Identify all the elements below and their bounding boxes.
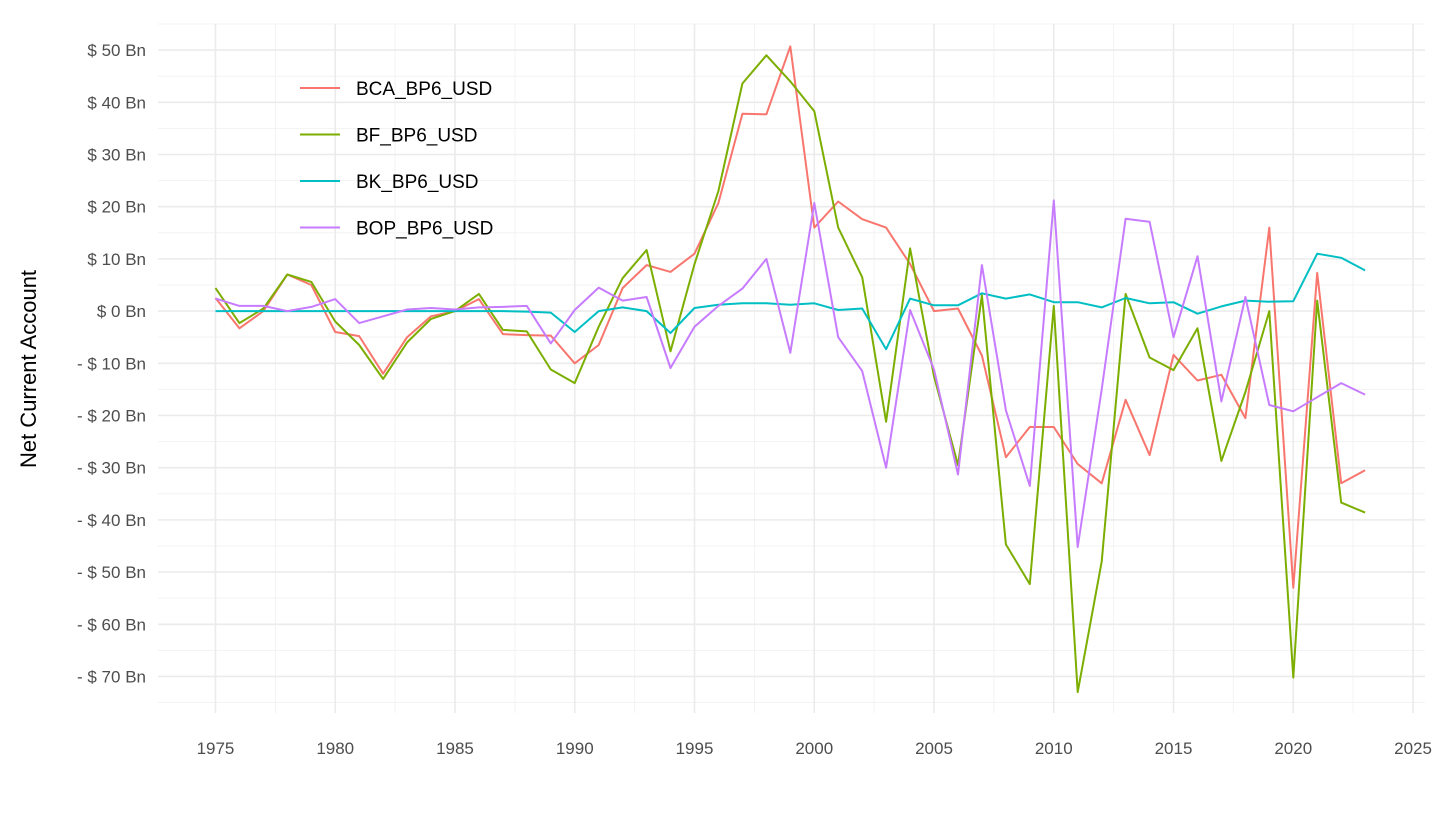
series-lines — [214, 45, 1366, 694]
x-tick-label: 2015 — [1155, 739, 1193, 758]
x-tick-label: 2005 — [915, 739, 953, 758]
y-axis: $ 50 Bn $ 40 Bn $ 30 Bn $ 20 Bn $ 10 Bn $ 0 B… — [77, 41, 146, 686]
legend-label: BF_BP6_USD — [356, 126, 477, 147]
x-axis: 1975 1980 1985 1990 1995 2000 2005 2010 2015 2020… — [197, 739, 1432, 758]
y-tick-label: - $ 40 Bn — [77, 511, 146, 530]
x-tick-label: 1995 — [676, 739, 714, 758]
y-axis-title: Net Current Account — [16, 270, 41, 468]
y-tick-label: $ 30 Bn — [87, 145, 146, 164]
x-tick-label: 2020 — [1274, 739, 1312, 758]
x-tick-label: 2010 — [1035, 739, 1073, 758]
series-line-bf_bp6_usd — [214, 54, 1366, 694]
y-tick-label: $ 10 Bn — [87, 250, 146, 269]
series-line-bop_bp6_usd — [215, 199, 1366, 548]
legend: BCA_BP6_USD BF_BP6_USD BK_BP6_USD BOP_BP6_U… — [300, 79, 493, 240]
y-tick-label: - $ 50 Bn — [77, 563, 146, 582]
y-tick-label: - $ 70 Bn — [77, 667, 146, 686]
x-tick-label: 2000 — [795, 739, 833, 758]
y-tick-label: $ 20 Bn — [87, 198, 146, 217]
y-tick-label: $ 0 Bn — [97, 302, 146, 321]
x-tick-label: 2025 — [1394, 739, 1432, 758]
y-tick-label: - $ 20 Bn — [77, 406, 146, 425]
x-tick-label: 1980 — [316, 739, 354, 758]
grid — [158, 23, 1425, 713]
legend-label: BOP_BP6_USD — [356, 219, 493, 240]
y-tick-label: $ 40 Bn — [87, 93, 146, 112]
legend-label: BCA_BP6_USD — [356, 79, 492, 100]
y-tick-label: $ 50 Bn — [87, 41, 146, 60]
x-tick-label: 1990 — [556, 739, 594, 758]
y-tick-label: - $ 60 Bn — [77, 615, 146, 634]
y-tick-label: - $ 30 Bn — [77, 459, 146, 478]
y-tick-label: - $ 10 Bn — [77, 354, 146, 373]
x-tick-label: 1985 — [436, 739, 474, 758]
x-tick-label: 1975 — [197, 739, 235, 758]
series-line-bk_bp6_usd — [215, 252, 1366, 351]
legend-label: BK_BP6_USD — [356, 172, 479, 193]
series-line-bca_bp6_usd — [214, 45, 1366, 589]
